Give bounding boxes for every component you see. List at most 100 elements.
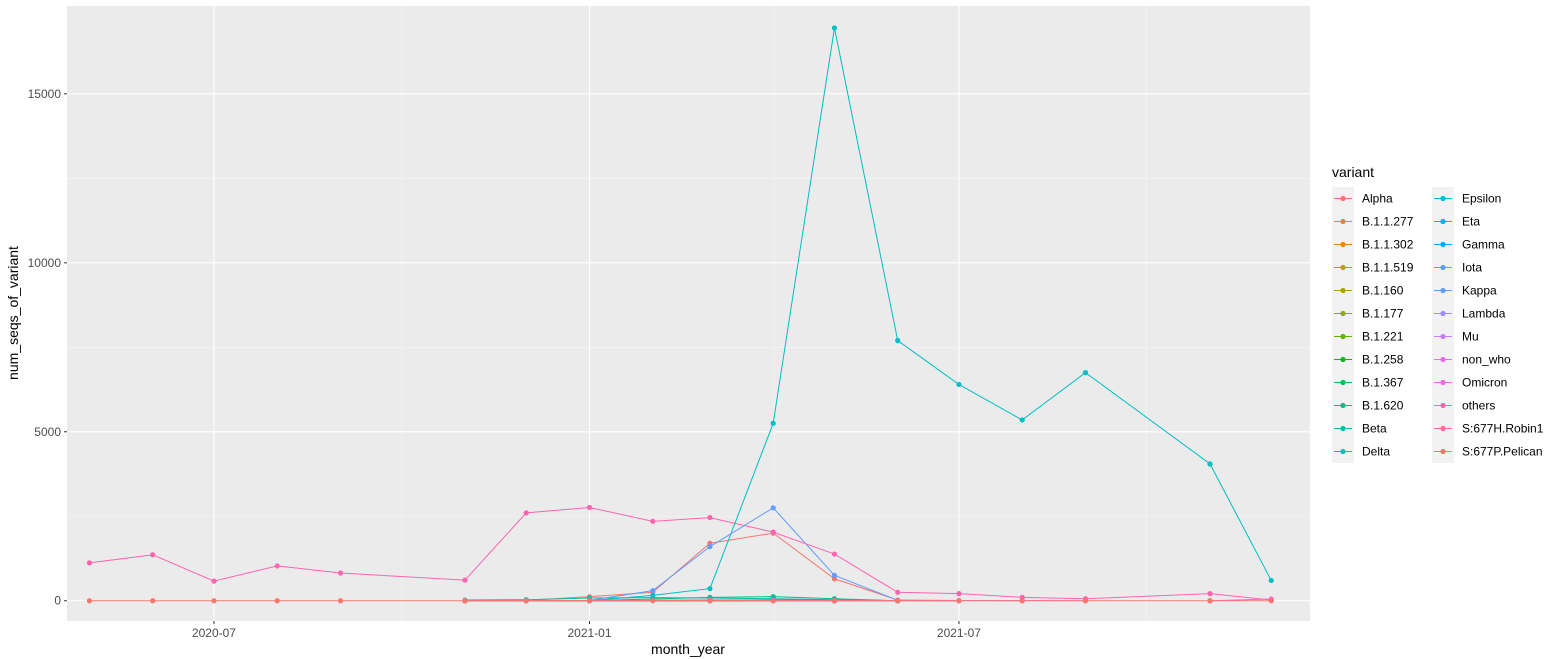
legend-label: B.1.620: [1362, 399, 1404, 413]
legend-item-omicron: Omicron: [1432, 371, 1507, 394]
data-point-others: [895, 589, 901, 595]
legend-label: Iota: [1462, 261, 1482, 275]
legend-item-b-1-1-277: B.1.1.277: [1332, 210, 1414, 233]
data-point-delta: [1082, 370, 1089, 376]
legend-item-b-1-1-302: B.1.1.302: [1332, 233, 1414, 256]
data-point-others: [586, 504, 593, 511]
data-point-others: [956, 591, 962, 597]
minor-gridlines: [67, 6, 1310, 621]
series-delta: [586, 25, 1274, 604]
legend-item-b-1-177: B.1.177: [1332, 302, 1404, 325]
data-point-s-677p-pelican: [650, 598, 656, 604]
y-axis: 0 5000 10000 15000: [28, 87, 67, 608]
data-point-kappa: [831, 572, 838, 578]
legend-item-b-1-1-519: B.1.1.519: [1332, 256, 1414, 279]
legend-key-point: [1440, 402, 1446, 409]
legend-label: B.1.367: [1362, 376, 1404, 390]
data-point-others: [274, 563, 280, 569]
legend-item-kappa: Kappa: [1432, 279, 1497, 302]
data-point-s-677p-pelican: [523, 598, 529, 604]
legend-label: Omicron: [1462, 376, 1507, 390]
legend-key-point: [1340, 425, 1346, 432]
legend-item-b-1-160: B.1.160: [1332, 279, 1404, 302]
legend-label: B.1.258: [1362, 353, 1404, 367]
legend-title: variant: [1332, 164, 1374, 180]
data-point-others: [211, 578, 217, 584]
legend: variant Alpha B.1.1.277 B.1.1.302 B.1.1.519…: [1332, 164, 1544, 463]
data-point-s-677p-pelican: [462, 598, 468, 604]
data-point-others: [650, 518, 656, 524]
legend-key-point: [1340, 356, 1346, 363]
data-point-s-677p-pelican: [831, 598, 838, 604]
data-point-s-677p-pelican: [274, 598, 280, 604]
legend-key-point: [1340, 241, 1346, 248]
legend-item-b-1-367: B.1.367: [1332, 371, 1404, 394]
data-point-s-677p-pelican: [956, 598, 962, 604]
data-point-delta: [707, 585, 713, 592]
legend-label: B.1.177: [1362, 307, 1404, 321]
x-axis: 2020-07 2021-01 2021-07: [192, 621, 981, 640]
data-point-s-677p-pelican: [1207, 598, 1213, 604]
legend-label: Kappa: [1462, 284, 1497, 298]
legend-key-point: [1440, 241, 1446, 248]
data-point-others: [707, 514, 713, 521]
legend-item-iota: Iota: [1432, 256, 1482, 279]
legend-key-point: [1340, 448, 1346, 455]
data-point-others: [86, 560, 93, 566]
data-point-s-677p-pelican: [1082, 598, 1089, 604]
data-point-kappa: [707, 544, 713, 550]
data-point-others: [523, 510, 529, 516]
data-point-s-677p-pelican: [337, 598, 344, 604]
data-point-s-677p-pelican: [150, 598, 156, 604]
data-point-others: [150, 552, 156, 558]
data-point-s-677p-pelican: [1268, 598, 1274, 604]
data-point-delta: [831, 25, 838, 31]
series-line-beta: [464, 597, 898, 602]
legend-key-point: [1440, 356, 1446, 363]
x-tick-label: 2021-07: [937, 626, 981, 640]
data-point-delta: [650, 592, 656, 598]
x-axis-title: month_year: [651, 641, 725, 657]
legend-key-point: [1340, 402, 1346, 409]
legend-item-mu: Mu: [1432, 325, 1479, 348]
legend-label: S:677P.Pelican: [1462, 445, 1543, 459]
legend-key-point: [1440, 287, 1446, 294]
legend-item-eta: Eta: [1432, 210, 1480, 233]
legend-key-point: [1440, 448, 1446, 455]
legend-item-others: others: [1432, 394, 1495, 417]
legend-label: B.1.1.519: [1362, 261, 1414, 275]
x-tick-label: 2021-01: [567, 626, 611, 640]
legend-label: Mu: [1462, 330, 1479, 344]
legend-key-point: [1340, 379, 1346, 386]
legend-label: non_who: [1462, 353, 1511, 367]
series-line-kappa: [526, 507, 959, 602]
legend-label: B.1.1.277: [1362, 215, 1414, 229]
legend-key-point: [1440, 425, 1446, 432]
legend-label: S:677H.Robin1: [1462, 422, 1544, 436]
data-point-s-677p-pelican: [586, 598, 593, 604]
legend-item-epsilon: Epsilon: [1432, 187, 1501, 210]
data-point-s-677p-pelican: [211, 598, 217, 604]
data-point-others: [831, 551, 838, 557]
legend-key-point: [1340, 195, 1346, 202]
legend-item-b-1-620: B.1.620: [1332, 394, 1404, 417]
legend-key-point: [1440, 195, 1446, 202]
legend-item-s-677p-pelican: S:677P.Pelican: [1432, 440, 1543, 463]
legend-label: Delta: [1362, 445, 1390, 459]
legend-key-point: [1340, 287, 1346, 294]
legend-label: Alpha: [1362, 192, 1393, 206]
data-point-s-677p-pelican: [1019, 598, 1025, 604]
series-others: [86, 504, 1274, 603]
legend-item-alpha: Alpha: [1332, 187, 1393, 210]
data-point-s-677p-pelican: [895, 598, 901, 604]
legend-label: B.1.1.302: [1362, 238, 1414, 252]
legend-label: Epsilon: [1462, 192, 1501, 206]
data-point-s-677p-pelican: [86, 598, 93, 604]
legend-label: Beta: [1362, 422, 1387, 436]
legend-item-gamma: Gamma: [1432, 233, 1505, 256]
y-tick-label: 10000: [28, 256, 62, 270]
y-tick-label: 15000: [28, 87, 62, 101]
legend-label: Eta: [1462, 215, 1480, 229]
legend-item-b-1-258: B.1.258: [1332, 348, 1404, 371]
